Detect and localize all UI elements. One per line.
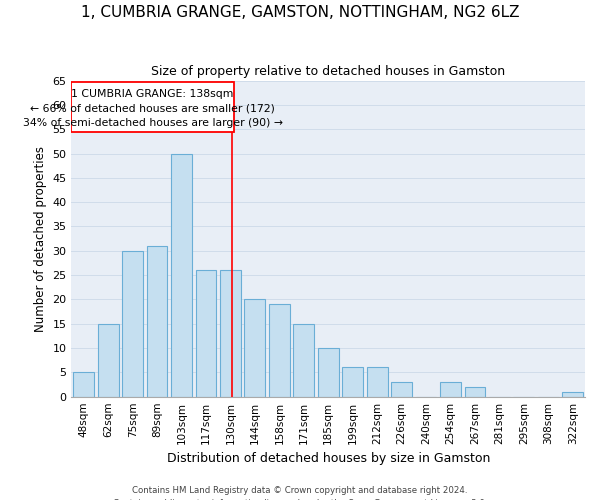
Text: 34% of semi-detached houses are larger (90) →: 34% of semi-detached houses are larger (… xyxy=(23,118,283,128)
Bar xyxy=(391,382,412,396)
Bar xyxy=(122,251,143,396)
Bar xyxy=(440,382,461,396)
Y-axis label: Number of detached properties: Number of detached properties xyxy=(34,146,47,332)
Bar xyxy=(269,304,290,396)
Bar xyxy=(244,300,265,396)
Bar xyxy=(196,270,217,396)
Text: 1 CUMBRIA GRANGE: 138sqm: 1 CUMBRIA GRANGE: 138sqm xyxy=(71,89,234,99)
Bar xyxy=(562,392,583,396)
Text: Contains public sector information licensed under the Open Government Licence v3: Contains public sector information licen… xyxy=(113,498,487,500)
Bar xyxy=(220,270,241,396)
Title: Size of property relative to detached houses in Gamston: Size of property relative to detached ho… xyxy=(151,65,505,78)
Bar xyxy=(171,154,192,396)
Bar xyxy=(318,348,338,397)
Bar xyxy=(73,372,94,396)
Bar xyxy=(367,368,388,396)
Bar xyxy=(464,387,485,396)
Text: Contains HM Land Registry data © Crown copyright and database right 2024.: Contains HM Land Registry data © Crown c… xyxy=(132,486,468,495)
Text: 1, CUMBRIA GRANGE, GAMSTON, NOTTINGHAM, NG2 6LZ: 1, CUMBRIA GRANGE, GAMSTON, NOTTINGHAM, … xyxy=(81,5,519,20)
Bar xyxy=(146,246,167,396)
Bar xyxy=(343,368,363,396)
Text: ← 66% of detached houses are smaller (172): ← 66% of detached houses are smaller (17… xyxy=(30,104,275,114)
X-axis label: Distribution of detached houses by size in Gamston: Distribution of detached houses by size … xyxy=(167,452,490,465)
Bar xyxy=(98,324,119,396)
Bar xyxy=(293,324,314,396)
FancyBboxPatch shape xyxy=(71,82,234,132)
